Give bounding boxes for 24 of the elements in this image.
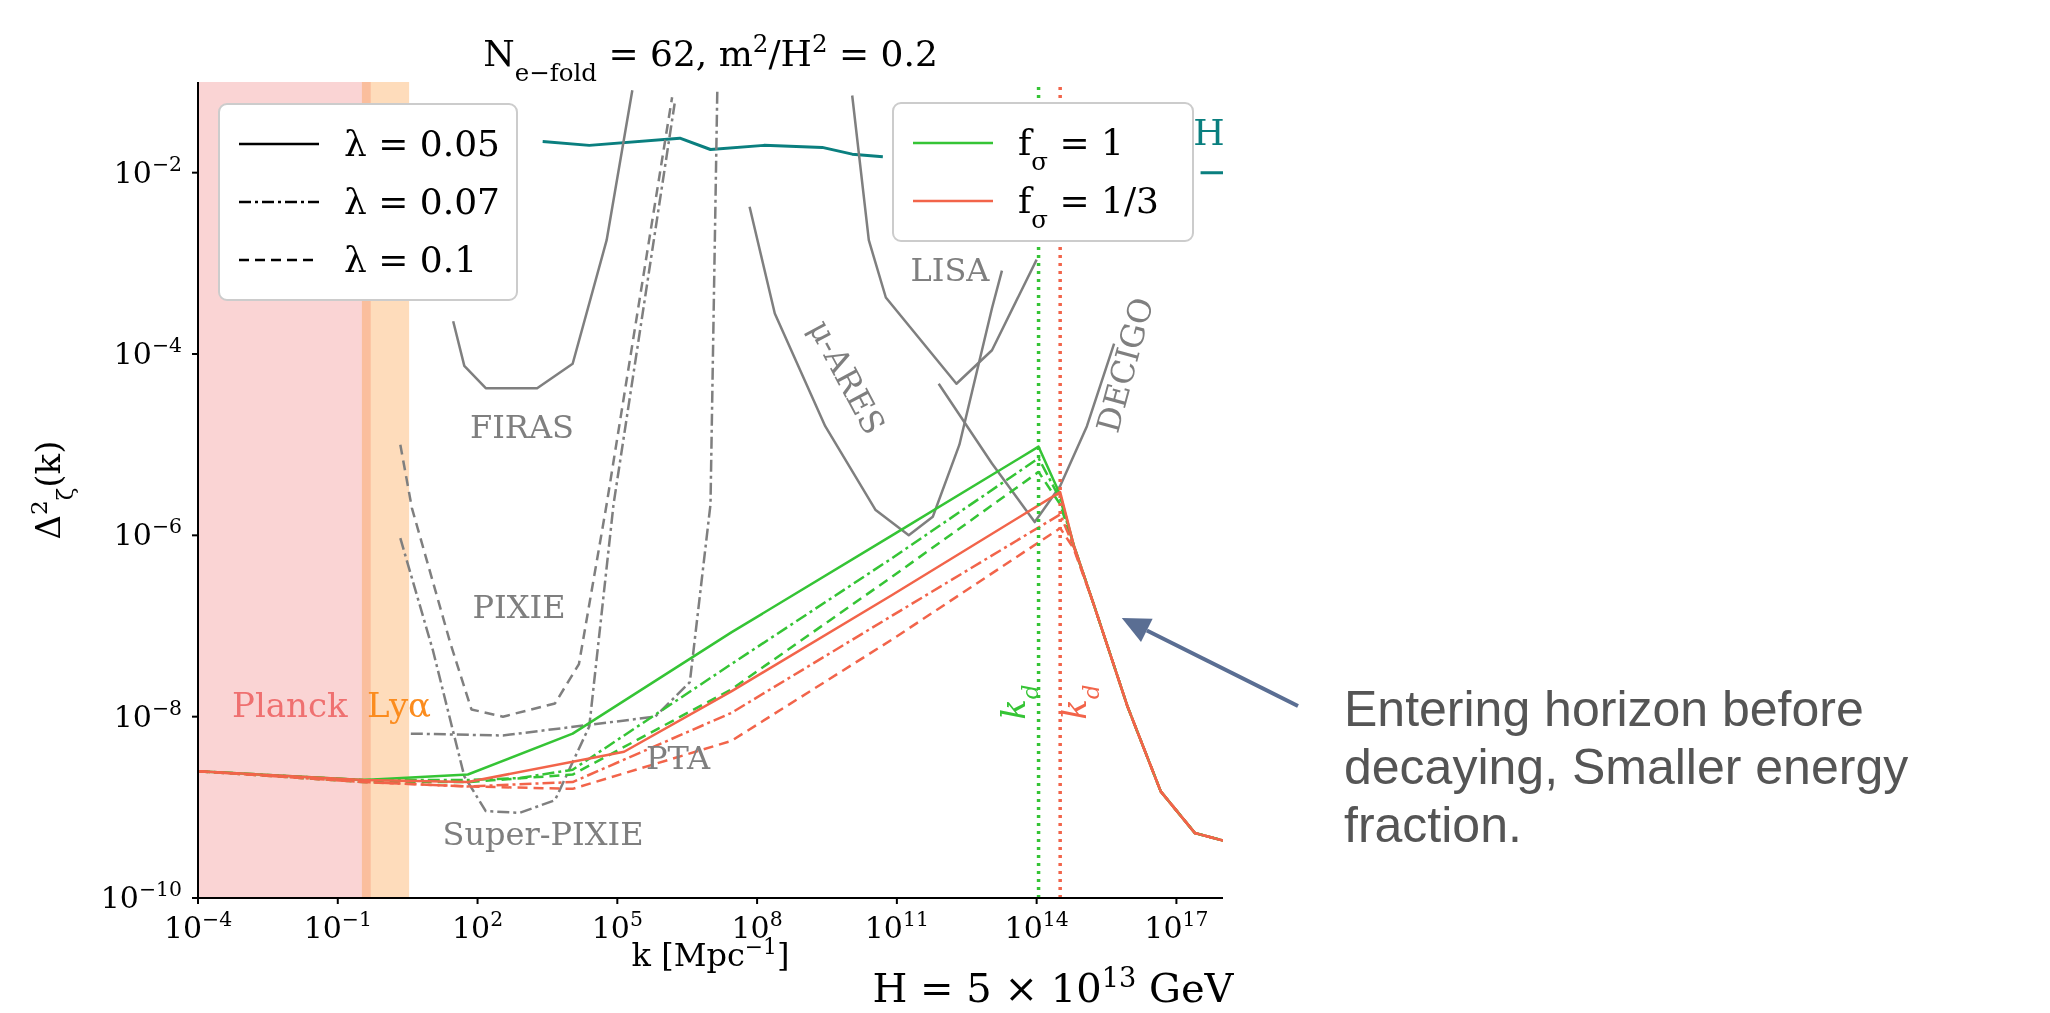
legend-label: λ = 0.1 bbox=[344, 239, 478, 280]
legend-label: f$_{σ}$ = 1/3 bbox=[1018, 180, 1160, 234]
x-tick-label: 10$^{17}$ bbox=[1144, 907, 1209, 945]
x-tick-label: 10$^{−1}$ bbox=[303, 907, 372, 945]
chart-title: N$_{e−fold}$ = 62, m$^{2}$/H$^{2}$ = 0.2 bbox=[483, 28, 938, 87]
legend-label: λ = 0.07 bbox=[344, 181, 501, 222]
text: H = 5 × 10$^{13}$ GeV bbox=[872, 961, 1235, 1011]
x-tick-label: 10$^{11}$ bbox=[864, 907, 929, 945]
y-tick-label: 10$^{−2}$ bbox=[113, 151, 182, 190]
y-tick-label: 10$^{−8}$ bbox=[113, 695, 182, 734]
text: Entering horizon before decaying, Smaller energy fraction. bbox=[1344, 680, 1910, 854]
annotation: PIXIE bbox=[472, 588, 566, 626]
y-tick-label: 10$^{−6}$ bbox=[113, 514, 182, 553]
annotation: H bbox=[1193, 111, 1225, 153]
x-tick-label: 10$^{2}$ bbox=[451, 907, 504, 945]
legend-label: λ = 0.05 bbox=[344, 123, 501, 164]
y-tick-label: 10$^{−4}$ bbox=[113, 333, 182, 371]
band-label: Lyα bbox=[366, 684, 432, 725]
band-label: Planck bbox=[232, 684, 348, 725]
annotation: LISA bbox=[910, 251, 991, 289]
x-tick-label: 10$^{14}$ bbox=[1004, 907, 1069, 945]
legend-label: f$_{σ}$ = 1 bbox=[1018, 122, 1124, 176]
annotation: FIRAS bbox=[470, 408, 574, 446]
annotation: Super-PIXIE bbox=[442, 815, 644, 853]
